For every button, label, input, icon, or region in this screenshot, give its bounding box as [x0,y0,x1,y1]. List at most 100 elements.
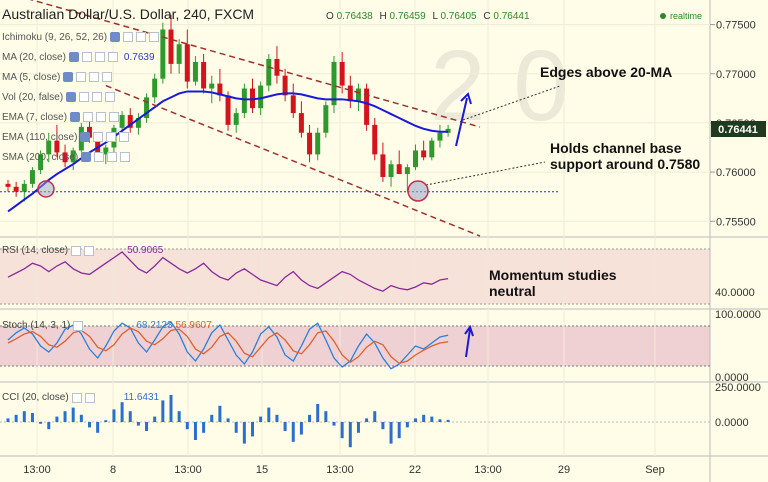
overlay-row: Ichimoku (9, 26, 52, 26) [2,30,160,44]
pointer-holds [425,161,546,186]
cci-bar [22,411,26,422]
overlay-visibility-icon[interactable] [80,132,91,142]
rsi-close-button[interactable] [84,245,95,256]
time-tick-label: 15 [256,464,268,476]
candle-body [307,132,313,155]
cci-pane-bg [0,383,710,456]
overlay-remove-icon[interactable] [102,72,113,82]
ohlc-low-value: 0.76405 [440,11,477,22]
cci-bar [438,419,442,422]
overlay-add-icon[interactable] [96,112,107,122]
overlay-add-icon[interactable] [89,72,100,82]
cci-bar [128,411,132,422]
overlay-visibility-icon[interactable] [81,152,92,162]
overlay-visibility-icon[interactable] [66,92,77,102]
overlay-settings-icon[interactable] [79,92,90,102]
ohlc-close-key: C [483,11,491,22]
candle-body [396,164,402,175]
stoch-label: Stoch (14, 3, 1) [2,320,71,331]
overlay-settings-icon[interactable] [83,112,94,122]
ohlc-open-value: 0.76438 [336,11,373,22]
overlay-settings-icon[interactable] [93,132,104,142]
time-tick-label: 29 [558,464,570,476]
cci-bar [145,422,149,431]
candle-body [364,88,370,125]
cci-bar [234,422,238,433]
overlay-visibility-icon[interactable] [70,112,81,122]
cci-bar [324,411,328,422]
candle-body [13,186,19,192]
cci-bar [210,414,214,422]
cci-bar [422,414,426,422]
overlay-remove-icon[interactable] [105,92,116,102]
overlay-settings-icon[interactable] [76,72,87,82]
overlay-add-icon[interactable] [136,32,147,42]
stoch-legend: Stoch (14, 3, 1) 68.2123 56.9607 [2,320,212,331]
stoch-k-value: 68.2123 [136,320,173,331]
cci-bar [14,414,18,422]
candle-body [298,113,304,133]
price-tick-label: 0.76000 [716,167,756,179]
time-tick-label: 13:00 [474,464,502,476]
current-price-badge [711,121,766,137]
cci-bar [414,418,417,422]
overlay-add-icon[interactable] [94,52,105,62]
overlay-label: SMA (200, close) [2,151,79,163]
overlay-remove-icon[interactable] [109,112,120,122]
cci-bar [153,416,157,422]
overlay-visibility-icon[interactable] [63,72,74,82]
stoch-settings-button[interactable] [73,320,84,331]
overlay-value: 0.7639 [123,51,155,63]
cci-bar [430,416,434,422]
cci-bar [389,422,393,444]
pointer-edges [462,85,561,121]
cci-bar [267,407,271,422]
overlay-label: Ichimoku (9, 26, 52, 26) [2,31,108,43]
overlay-settings-icon[interactable] [94,152,105,162]
overlay-settings-icon[interactable] [81,52,92,62]
candle-body [233,113,239,125]
cci-bar [96,422,100,433]
candle-body [404,167,410,175]
overlay-add-icon[interactable] [92,92,103,102]
cci-bar [71,407,75,422]
overlay-row: Vol (20, false) [2,90,116,104]
overlay-remove-icon[interactable] [119,132,130,142]
overlay-row: SMA (200, close) [2,150,131,164]
candle-body [62,152,68,163]
overlay-add-icon[interactable] [106,132,117,142]
candle-body [290,95,296,114]
time-tick-label: 8 [110,464,116,476]
candle-body [201,61,207,89]
cci-bar [193,422,197,440]
overlay-label: MA (5, close) [2,71,61,83]
realtime-indicator: realtime [660,11,702,21]
cci-bar [251,422,254,437]
overlay-visibility-icon[interactable] [110,32,121,42]
overlay-label: MA (20, close) [2,51,66,63]
cci-bar [88,422,91,428]
cci-bar [332,422,336,426]
channel-lower-line [105,84,481,237]
rsi-settings-button[interactable] [71,245,82,256]
arrow-head-stoch [464,324,474,337]
candle-body [119,115,125,128]
overlay-visibility-icon[interactable] [68,52,79,62]
cci-bar [30,413,34,422]
cci-bar [397,422,401,439]
candle-body [372,124,378,155]
cci-settings-button[interactable] [71,392,82,403]
overlay-remove-icon[interactable] [107,52,118,62]
candle-body [274,59,280,76]
overlay-label: EMA (110, close) [2,131,78,143]
candle-body [282,75,288,96]
cci-bar [6,418,10,422]
overlay-remove-icon[interactable] [120,152,131,162]
candle-body [176,44,182,64]
overlay-settings-icon[interactable] [123,32,134,42]
cci-close-button[interactable] [84,392,95,403]
cci-bar [161,400,165,422]
overlay-add-icon[interactable] [107,152,118,162]
overlay-remove-icon[interactable] [149,32,160,42]
